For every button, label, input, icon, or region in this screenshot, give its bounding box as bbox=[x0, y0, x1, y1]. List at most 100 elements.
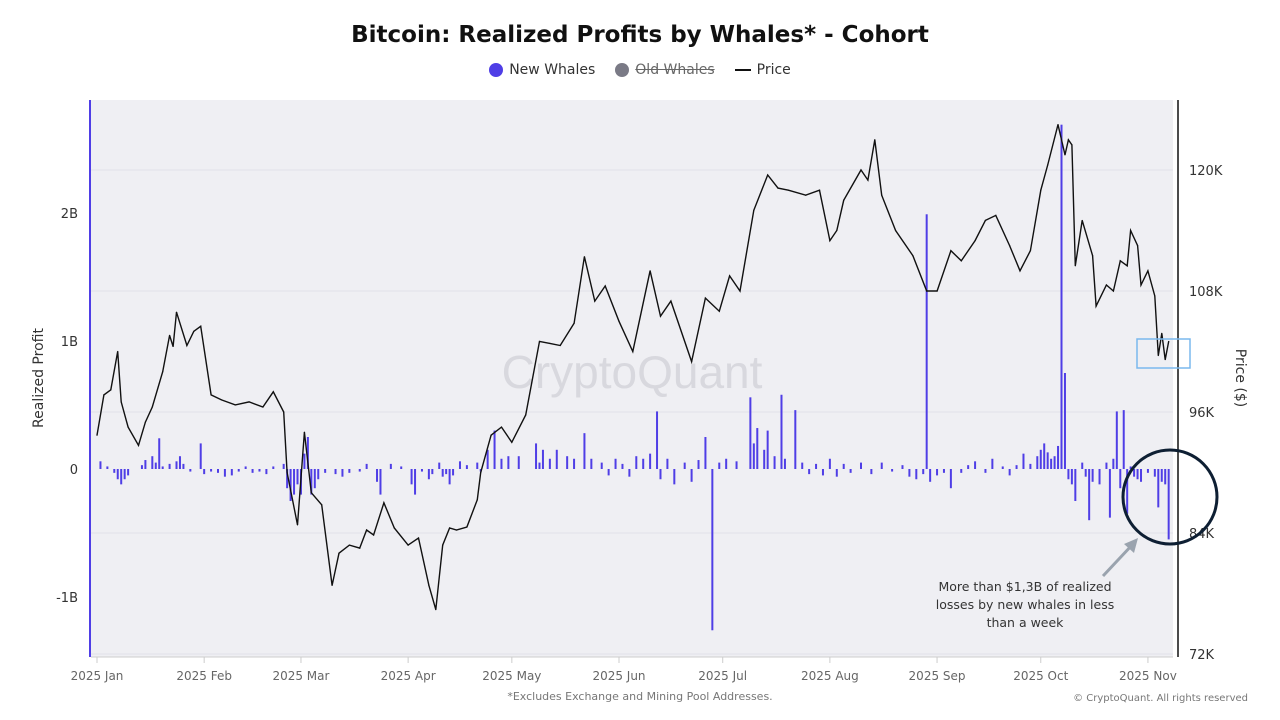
bar-new-whales[interactable] bbox=[1036, 456, 1039, 469]
bar-new-whales[interactable] bbox=[942, 469, 945, 473]
bar-new-whales[interactable] bbox=[486, 449, 489, 469]
bar-new-whales[interactable] bbox=[1067, 469, 1070, 480]
bar-new-whales[interactable] bbox=[1081, 462, 1084, 469]
bar-new-whales[interactable] bbox=[1063, 373, 1066, 469]
bar-new-whales[interactable] bbox=[286, 469, 289, 489]
bar-new-whales[interactable] bbox=[144, 460, 147, 469]
bar-new-whales[interactable] bbox=[1112, 458, 1115, 469]
bar-new-whales[interactable] bbox=[1157, 469, 1160, 508]
bar-new-whales[interactable] bbox=[649, 453, 652, 469]
bar-new-whales[interactable] bbox=[925, 214, 928, 469]
bar-new-whales[interactable] bbox=[452, 469, 455, 476]
bar-new-whales[interactable] bbox=[438, 462, 441, 469]
bar-new-whales[interactable] bbox=[317, 469, 320, 480]
bar-new-whales[interactable] bbox=[1133, 469, 1136, 477]
bar-new-whales[interactable] bbox=[1008, 469, 1011, 476]
bar-new-whales[interactable] bbox=[783, 458, 786, 469]
bar-new-whales[interactable] bbox=[870, 469, 873, 475]
bar-new-whales[interactable] bbox=[400, 466, 403, 469]
bar-new-whales[interactable] bbox=[849, 469, 852, 473]
legend-item-new-whales[interactable]: New Whales bbox=[489, 62, 595, 78]
bar-new-whales[interactable] bbox=[1146, 469, 1149, 473]
bar-new-whales[interactable] bbox=[161, 466, 164, 469]
bar-new-whales[interactable] bbox=[203, 469, 206, 475]
bar-new-whales[interactable] bbox=[1070, 469, 1073, 485]
bar-new-whales[interactable] bbox=[749, 397, 752, 469]
bar-new-whales[interactable] bbox=[210, 469, 213, 472]
bar-new-whales[interactable] bbox=[341, 469, 344, 477]
bar-new-whales[interactable] bbox=[465, 465, 468, 469]
bar-new-whales[interactable] bbox=[175, 461, 178, 469]
bar-new-whales[interactable] bbox=[1129, 466, 1132, 469]
bar-new-whales[interactable] bbox=[949, 469, 952, 489]
bar-new-whales[interactable] bbox=[410, 469, 413, 485]
bar-new-whales[interactable] bbox=[548, 458, 551, 469]
bar-new-whales[interactable] bbox=[379, 469, 382, 495]
bar-new-whales[interactable] bbox=[310, 469, 313, 495]
bar-new-whales[interactable] bbox=[324, 469, 327, 473]
bar-new-whales[interactable] bbox=[313, 469, 316, 489]
bar-new-whales[interactable] bbox=[493, 430, 496, 469]
bar-new-whales[interactable] bbox=[448, 469, 451, 485]
bar-new-whales[interactable] bbox=[113, 469, 116, 473]
bar-new-whales[interactable] bbox=[1050, 458, 1053, 469]
bar-new-whales[interactable] bbox=[974, 461, 977, 469]
bar-new-whales[interactable] bbox=[1015, 465, 1018, 469]
bar-new-whales[interactable] bbox=[1029, 463, 1032, 469]
bar-new-whales[interactable] bbox=[718, 462, 721, 469]
bar-new-whales[interactable] bbox=[158, 438, 161, 469]
bar-new-whales[interactable] bbox=[265, 469, 268, 475]
bar-new-whales[interactable] bbox=[735, 461, 738, 469]
bar-new-whales[interactable] bbox=[555, 449, 558, 469]
bar-new-whales[interactable] bbox=[859, 462, 862, 469]
bar-new-whales[interactable] bbox=[182, 463, 185, 469]
bar-new-whales[interactable] bbox=[303, 453, 306, 469]
bar-new-whales[interactable] bbox=[1122, 410, 1125, 469]
bar-new-whales[interactable] bbox=[756, 428, 759, 469]
bar-new-whales[interactable] bbox=[1105, 462, 1108, 469]
bar-new-whales[interactable] bbox=[901, 465, 904, 469]
bar-new-whales[interactable] bbox=[296, 469, 299, 485]
bar-new-whales[interactable] bbox=[1043, 443, 1046, 469]
bar-new-whales[interactable] bbox=[376, 469, 379, 482]
bar-new-whales[interactable] bbox=[600, 462, 603, 469]
bar-new-whales[interactable] bbox=[1098, 469, 1101, 485]
bar-new-whales[interactable] bbox=[414, 469, 417, 495]
bar-new-whales[interactable] bbox=[1053, 456, 1056, 469]
bar-new-whales[interactable] bbox=[711, 469, 714, 631]
bar-new-whales[interactable] bbox=[929, 469, 932, 482]
bar-new-whales[interactable] bbox=[780, 394, 783, 469]
bar-new-whales[interactable] bbox=[140, 465, 143, 469]
bar-new-whales[interactable] bbox=[251, 469, 254, 473]
bar-new-whales[interactable] bbox=[1046, 452, 1049, 469]
bar-new-whales[interactable] bbox=[635, 456, 638, 469]
bar-new-whales[interactable] bbox=[476, 462, 479, 469]
bar-new-whales[interactable] bbox=[1084, 469, 1087, 477]
legend-item-price[interactable]: Price bbox=[734, 62, 791, 78]
bar-new-whales[interactable] bbox=[967, 465, 970, 469]
bar-new-whales[interactable] bbox=[120, 469, 123, 485]
bar-new-whales[interactable] bbox=[99, 461, 102, 469]
bar-new-whales[interactable] bbox=[151, 456, 154, 469]
bar-new-whales[interactable] bbox=[116, 469, 119, 480]
bar-new-whales[interactable] bbox=[835, 469, 838, 477]
bar-new-whales[interactable] bbox=[123, 469, 126, 480]
bar-new-whales[interactable] bbox=[773, 456, 776, 469]
bar-new-whales[interactable] bbox=[1091, 469, 1094, 482]
bar-new-whales[interactable] bbox=[991, 458, 994, 469]
bar-new-whales[interactable] bbox=[621, 463, 624, 469]
bar-new-whales[interactable] bbox=[458, 461, 461, 469]
bar-new-whales[interactable] bbox=[1088, 469, 1091, 521]
bar-new-whales[interactable] bbox=[1039, 449, 1042, 469]
bar-new-whales[interactable] bbox=[445, 469, 448, 475]
bar-new-whales[interactable] bbox=[794, 410, 797, 469]
bar-new-whales[interactable] bbox=[500, 458, 503, 469]
bar-new-whales[interactable] bbox=[725, 458, 728, 469]
bar-new-whales[interactable] bbox=[230, 469, 233, 476]
bar-new-whales[interactable] bbox=[538, 462, 541, 469]
bar-new-whales[interactable] bbox=[766, 430, 769, 469]
bar-new-whales[interactable] bbox=[815, 463, 818, 469]
bar-new-whales[interactable] bbox=[1153, 469, 1156, 477]
bar-new-whales[interactable] bbox=[960, 469, 963, 473]
bar-new-whales[interactable] bbox=[237, 469, 240, 472]
